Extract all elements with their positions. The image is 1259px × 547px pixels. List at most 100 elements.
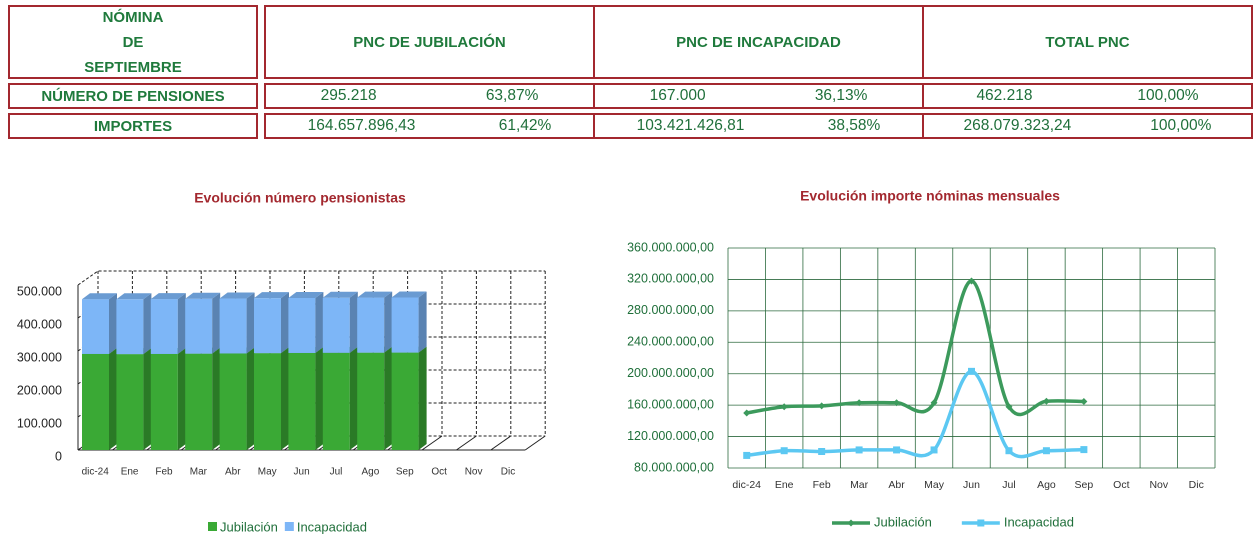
legend-marker <box>977 519 985 527</box>
y-tick-label: 200.000 <box>17 383 62 397</box>
y-tick-label: 120.000.000,00 <box>627 429 714 443</box>
value: 61,42% <box>498 117 552 134</box>
value: 462.218 <box>976 87 1033 104</box>
bar <box>391 352 419 450</box>
bar-side <box>109 347 117 450</box>
header-line: NÓMINA <box>102 8 164 26</box>
bar-top <box>219 292 255 299</box>
legend-label: Jubilación <box>220 519 278 534</box>
chart-title: Evolución importe nóminas mensuales <box>800 188 1060 204</box>
floor-line <box>421 435 443 451</box>
bar-side <box>384 346 393 450</box>
bar <box>116 354 144 450</box>
x-tick-label: Oct <box>1113 479 1129 491</box>
x-tick-label: Nov <box>465 467 483 478</box>
x-tick-label: Dic <box>1189 479 1204 491</box>
bar-side <box>143 293 152 355</box>
x-tick-label: Ene <box>121 467 139 478</box>
x-tick-label: Abr <box>225 467 241 478</box>
cell: 167.000 36,13% <box>593 83 924 109</box>
x-tick-label: Oct <box>431 467 447 478</box>
line <box>746 369 1084 459</box>
bar <box>357 297 385 353</box>
legend-marker <box>847 519 855 527</box>
value: 167.000 <box>649 87 706 104</box>
marker <box>1005 447 1013 455</box>
x-tick-label: Mar <box>850 479 869 491</box>
x-tick-label: Jun <box>294 467 310 478</box>
y-tick-label: 200.000.000,00 <box>627 366 714 380</box>
value: 295.218 <box>320 87 377 104</box>
bar-side <box>315 346 324 450</box>
line <box>746 279 1084 417</box>
floor-line <box>524 435 546 451</box>
bar-top <box>150 293 186 300</box>
bar-side <box>315 291 324 353</box>
floor-line <box>490 435 512 451</box>
header-line: SEPTIEMBRE <box>84 58 182 76</box>
y-tick-label: 400.000 <box>17 317 62 331</box>
bar-side <box>349 291 358 353</box>
marker <box>855 399 863 407</box>
bar <box>219 353 247 450</box>
bar-side <box>246 292 255 354</box>
x-tick-label: dic-24 <box>82 467 110 478</box>
marker <box>780 447 788 455</box>
y-tick-label: 160.000.000,00 <box>627 397 714 411</box>
x-tick-label: Ene <box>775 479 794 491</box>
legend-label: Incapacidad <box>1004 514 1074 529</box>
marker <box>968 277 975 285</box>
x-tick-label: Feb <box>155 467 173 478</box>
bar-side <box>281 292 289 354</box>
bar-side <box>212 292 221 354</box>
header-cell: PNC DE INCAPACIDAD <box>593 5 924 79</box>
bar <box>254 298 281 354</box>
y-tick-label: 80.000.000,00 <box>634 460 714 474</box>
x-tick-label: May <box>924 479 945 491</box>
bar <box>288 352 316 450</box>
x-tick-label: dic-24 <box>732 479 761 491</box>
bar-side <box>177 293 186 354</box>
bar-top <box>254 292 289 299</box>
cell: 103.421.426,81 38,58% <box>593 113 924 139</box>
value: 164.657.896,43 <box>307 117 416 134</box>
marker <box>1042 397 1050 405</box>
legend-swatch <box>284 522 294 531</box>
floor-line <box>456 435 477 451</box>
bar <box>82 299 109 354</box>
y-tick-label: 360.000.000,00 <box>627 240 714 254</box>
value: 100,00% <box>1137 87 1199 104</box>
marker <box>893 446 901 454</box>
x-tick-label: Sep <box>396 467 414 478</box>
x-tick-label: Dic <box>501 467 515 478</box>
grid-line <box>77 270 546 286</box>
chart-title: Evolución número pensionistas <box>194 190 406 206</box>
bar-side <box>246 347 255 450</box>
bar <box>150 353 178 450</box>
bar <box>150 299 178 354</box>
value: 36,13% <box>814 87 868 104</box>
x-tick-label: Sep <box>1075 479 1094 491</box>
x-tick-label: May <box>258 467 277 478</box>
y-tick-label: 0 <box>55 449 62 463</box>
marker <box>1005 403 1013 411</box>
chart-pensionistas: Evolución número pensionistas 0 100.000 20… <box>17 190 546 534</box>
x-tick-label: Mar <box>190 467 208 478</box>
bar <box>254 353 281 450</box>
bar-top <box>357 291 393 298</box>
marker <box>780 403 788 411</box>
bar-side <box>281 347 289 450</box>
y-tick-label: 300.000 <box>17 350 62 364</box>
header-line: DE <box>122 33 144 51</box>
bar <box>116 299 144 355</box>
bar-side <box>418 346 427 450</box>
bar <box>322 352 350 450</box>
marker <box>818 448 826 455</box>
y-tick-label: 100.000 <box>17 416 62 430</box>
value: 63,87% <box>485 87 539 104</box>
cell: 462.218 100,00% <box>922 83 1253 109</box>
y-tick-label: 320.000.000,00 <box>627 272 714 286</box>
marker <box>743 409 751 417</box>
y-tick-label: 280.000.000,00 <box>627 303 714 317</box>
marker <box>818 402 826 410</box>
